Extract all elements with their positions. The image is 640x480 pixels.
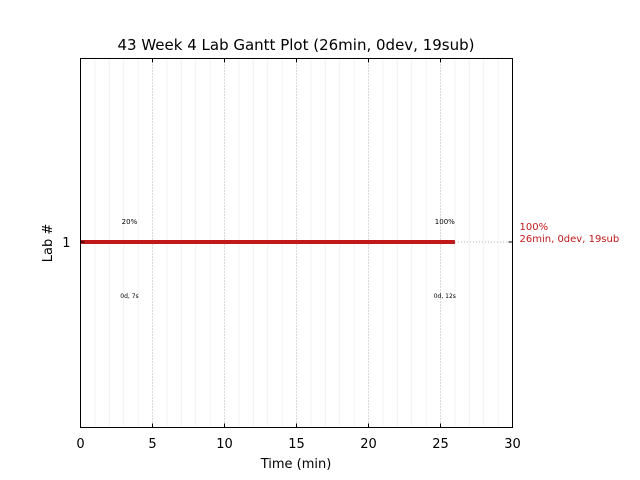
y-axis-ticks: 1 xyxy=(62,236,513,251)
y-tick-label: 1 xyxy=(62,236,70,251)
x-tick-label: 15 xyxy=(288,437,305,452)
annotation-time: 0d, 12s xyxy=(434,293,456,300)
bars-layer: 100%26min, 0dev, 19sub xyxy=(80,222,620,245)
annotations-layer: 20% 0d, 7s 100% 0d, 12s xyxy=(120,218,456,300)
annotation-percent: 100% xyxy=(435,218,455,226)
annotation-percent: 20% xyxy=(122,218,138,226)
annotation-time: 0d, 7s xyxy=(120,293,138,300)
x-tick-label: 25 xyxy=(432,437,449,452)
x-tick-label: 5 xyxy=(148,437,156,452)
gantt-bar xyxy=(80,240,455,244)
x-tick-label: 20 xyxy=(360,437,377,452)
x-axis-label: Time (min) xyxy=(260,457,332,472)
y-axis-label: Lab # xyxy=(41,224,56,263)
x-tick-label: 10 xyxy=(216,437,233,452)
x-tick-label: 30 xyxy=(504,437,521,452)
x-tick-label: 0 xyxy=(76,437,84,452)
bar-end-percent-label: 100% xyxy=(520,222,549,233)
x-axis-ticks: 0 5 10 15 20 25 30 xyxy=(76,58,521,452)
bar-end-summary-label: 26min, 0dev, 19sub xyxy=(520,234,620,245)
chart-title: 43 Week 4 Lab Gantt Plot (26min, 0dev, 1… xyxy=(117,36,474,54)
